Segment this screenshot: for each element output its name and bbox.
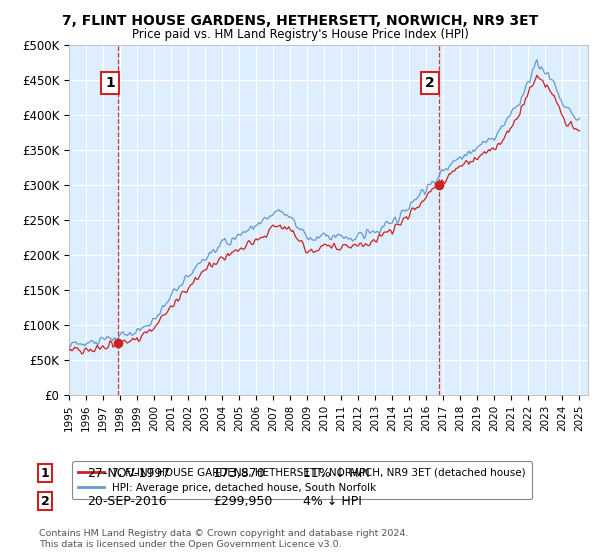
Text: 7, FLINT HOUSE GARDENS, HETHERSETT, NORWICH, NR9 3ET: 7, FLINT HOUSE GARDENS, HETHERSETT, NORW…	[62, 14, 538, 28]
Text: £299,950: £299,950	[213, 494, 272, 508]
Text: 20-SEP-2016: 20-SEP-2016	[87, 494, 167, 508]
Text: 1: 1	[105, 76, 115, 90]
Text: Contains HM Land Registry data © Crown copyright and database right 2024.
This d: Contains HM Land Registry data © Crown c…	[39, 529, 409, 549]
Text: 1: 1	[41, 466, 49, 480]
Text: £73,870: £73,870	[213, 466, 265, 480]
Text: 4% ↓ HPI: 4% ↓ HPI	[303, 494, 362, 508]
Legend: 7, FLINT HOUSE GARDENS, HETHERSETT, NORWICH, NR9 3ET (detached house), HPI: Aver: 7, FLINT HOUSE GARDENS, HETHERSETT, NORW…	[71, 461, 532, 499]
Text: Price paid vs. HM Land Registry's House Price Index (HPI): Price paid vs. HM Land Registry's House …	[131, 28, 469, 41]
Text: 2: 2	[41, 494, 49, 508]
Text: 27-NOV-1997: 27-NOV-1997	[87, 466, 170, 480]
Text: 2: 2	[425, 76, 435, 90]
Text: 11% ↓ HPI: 11% ↓ HPI	[303, 466, 370, 480]
